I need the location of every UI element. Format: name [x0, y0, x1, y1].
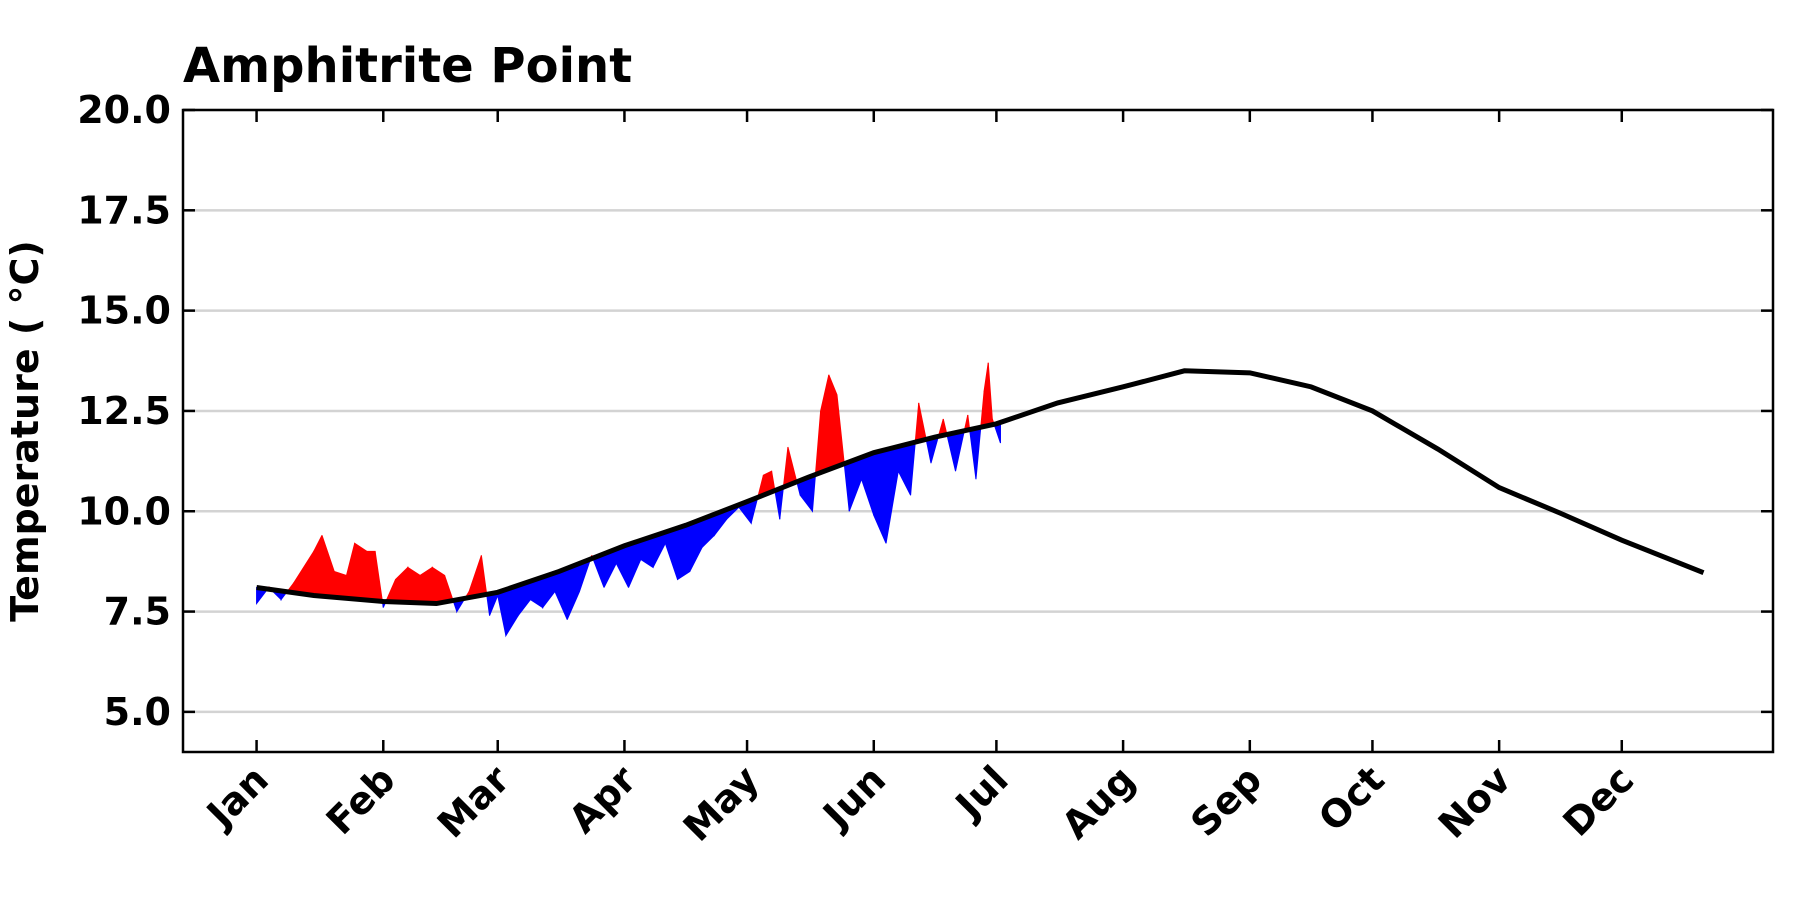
x-tick-label: Nov	[1430, 757, 1520, 847]
anomaly-fill	[779, 486, 784, 520]
anomaly-fill	[814, 410, 822, 476]
chart-title: Amphitrite Point	[183, 38, 632, 94]
anomaly-fill	[505, 584, 519, 638]
anomaly-fill	[930, 435, 940, 464]
y-tick-label: 20.0	[77, 88, 171, 132]
climatology-line	[256, 368, 1705, 607]
anomaly-fill	[333, 570, 347, 599]
anomaly-fill	[774, 487, 781, 520]
anomaly-fill	[345, 543, 356, 600]
y-tick-label: 5.0	[104, 690, 171, 734]
anomaly-fill	[321, 535, 335, 598]
anomaly-fill	[313, 535, 323, 597]
anomaly-fill	[975, 426, 982, 480]
anomaly-fill	[873, 448, 887, 544]
y-tick-label: 7.5	[104, 590, 171, 634]
anomaly-fill	[374, 551, 383, 603]
anomaly-fill	[848, 456, 863, 512]
x-tick-label: Sep	[1182, 757, 1270, 845]
anomaly-fill	[946, 431, 957, 472]
anomaly-fill	[987, 362, 993, 427]
x-tick-label: Aug	[1053, 757, 1143, 847]
anomaly-fill	[782, 446, 789, 488]
x-tick-label: Jan	[196, 757, 276, 837]
anomaly-fill	[385, 579, 397, 603]
anomaly-fill	[468, 555, 482, 599]
x-tick-label: Apr	[560, 757, 645, 842]
anomaly-fill	[354, 542, 368, 601]
x-tick-label: Oct	[1310, 757, 1393, 840]
anomaly-fill	[910, 441, 916, 496]
y-tick-label: 12.5	[77, 389, 171, 433]
anomaly-fill	[828, 374, 838, 471]
anomaly-fill	[885, 445, 899, 544]
anomaly-fill	[480, 555, 488, 596]
anomaly-fill	[664, 527, 679, 580]
anomaly-fill	[811, 473, 817, 512]
y-tick-label: 15.0	[77, 289, 171, 333]
anomaly-fill	[689, 518, 703, 572]
y-axis-label: Temperature ( °C)	[3, 240, 47, 621]
anomaly-fill	[431, 566, 446, 605]
x-tick-label: Jun	[813, 757, 894, 838]
anomaly-fill	[843, 461, 850, 512]
anomaly-fill	[914, 402, 920, 443]
y-tick-label: 17.5	[77, 188, 171, 232]
x-tick-label: Dec	[1555, 757, 1643, 845]
anomaly-fill	[628, 539, 642, 588]
plot-frame	[181, 108, 1775, 754]
anomaly-fill	[918, 402, 927, 442]
anomaly-fill	[444, 575, 454, 603]
anomaly-fill	[955, 430, 965, 472]
anomaly-fill	[836, 394, 845, 468]
anomaly-fill	[980, 390, 985, 428]
anomaly-fill	[366, 550, 376, 602]
anomaly-fill	[787, 446, 798, 487]
anomaly-fill	[897, 442, 912, 496]
x-tick-label: Mar	[429, 757, 518, 846]
anomaly-fill	[820, 374, 830, 474]
anomaly-fill	[292, 549, 315, 597]
anomaly-fill	[407, 566, 421, 604]
anomaly-fill	[861, 451, 875, 516]
anomaly-fill	[925, 437, 932, 464]
x-tick-label: Feb	[318, 757, 404, 843]
anomaly-fill	[969, 427, 977, 480]
x-tick-label: Jul	[945, 757, 1017, 829]
x-tick-label: May	[675, 757, 768, 850]
y-tick-label: 10.0	[77, 489, 171, 533]
anomaly-fill	[419, 566, 433, 604]
anomaly-fill	[983, 362, 989, 428]
anomaly-fill	[395, 566, 409, 603]
anomaly-fill	[677, 522, 691, 581]
